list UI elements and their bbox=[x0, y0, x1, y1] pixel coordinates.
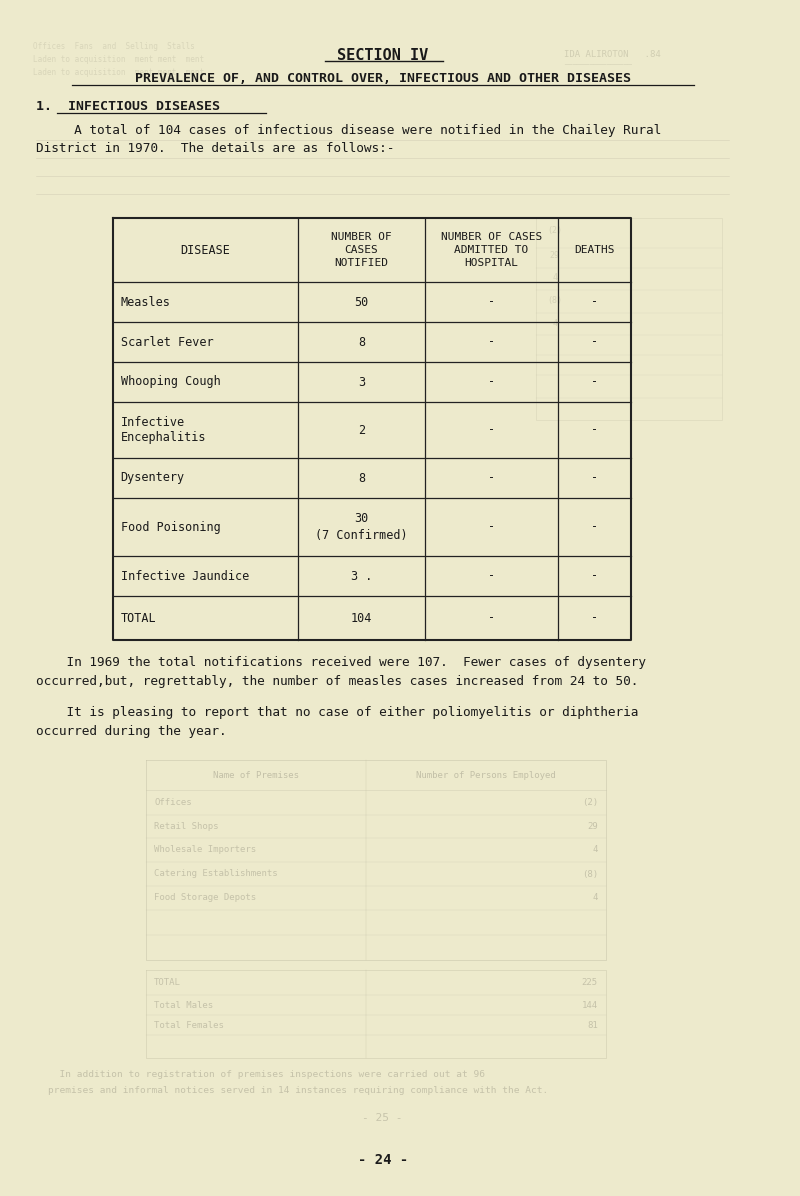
Text: -: - bbox=[488, 569, 494, 582]
Text: 29: 29 bbox=[587, 822, 598, 831]
Text: Wholesale Importers: Wholesale Importers bbox=[154, 846, 256, 854]
Text: Laden to acquisition  ment ment  ment: Laden to acquisition ment ment ment bbox=[34, 55, 205, 65]
Text: SECTION IV: SECTION IV bbox=[337, 48, 428, 63]
Text: 30
(7 Confirmed): 30 (7 Confirmed) bbox=[315, 513, 408, 542]
Text: 8: 8 bbox=[358, 336, 365, 348]
Text: Total Males: Total Males bbox=[154, 1001, 213, 1009]
Text: District in 1970.  The details are as follows:-: District in 1970. The details are as fol… bbox=[36, 142, 394, 155]
Text: -: - bbox=[488, 423, 494, 437]
Text: Offices: Offices bbox=[154, 798, 192, 807]
Text: Laden to acquisition  ment ment  ment: Laden to acquisition ment ment ment bbox=[34, 68, 205, 77]
Text: -: - bbox=[591, 423, 598, 437]
Text: 50: 50 bbox=[354, 295, 369, 309]
Text: Measles: Measles bbox=[121, 295, 170, 309]
Text: -: - bbox=[488, 336, 494, 348]
Text: 4: 4 bbox=[593, 846, 598, 854]
Text: PREVALENCE OF, AND CONTROL OVER, INFECTIOUS AND OTHER DISEASES: PREVALENCE OF, AND CONTROL OVER, INFECTI… bbox=[134, 72, 630, 85]
Text: occurred during the year.: occurred during the year. bbox=[36, 725, 227, 738]
Text: -: - bbox=[591, 336, 598, 348]
Text: It is pleasing to report that no case of either poliomyelitis or diphtheria: It is pleasing to report that no case of… bbox=[36, 706, 638, 719]
Text: -: - bbox=[488, 471, 494, 484]
Text: 3: 3 bbox=[358, 376, 365, 389]
Text: TOTAL: TOTAL bbox=[121, 611, 156, 624]
Text: -: - bbox=[488, 376, 494, 389]
Text: 1.  INFECTIOUS DISEASES: 1. INFECTIOUS DISEASES bbox=[36, 100, 220, 112]
Text: - 25 -: - 25 - bbox=[362, 1113, 403, 1123]
Text: - 24 -: - 24 - bbox=[358, 1153, 408, 1167]
Text: Total Females: Total Females bbox=[154, 1020, 224, 1030]
Text: DISEASE: DISEASE bbox=[181, 244, 230, 256]
Text: -: - bbox=[488, 295, 494, 309]
Text: 2: 2 bbox=[358, 423, 365, 437]
Text: (8): (8) bbox=[582, 869, 598, 879]
Text: NUMBER OF
CASES
NOTIFIED: NUMBER OF CASES NOTIFIED bbox=[331, 232, 392, 268]
Text: DEATHS: DEATHS bbox=[574, 245, 614, 255]
Text: -: - bbox=[591, 376, 598, 389]
Text: Infective
Encephalitis: Infective Encephalitis bbox=[121, 415, 206, 445]
Text: Retail Shops: Retail Shops bbox=[154, 822, 218, 831]
Text: In addition to registration of premises inspections were carried out at 96: In addition to registration of premises … bbox=[48, 1070, 485, 1079]
Text: Food Storage Depots: Food Storage Depots bbox=[154, 893, 256, 903]
Text: 4: 4 bbox=[552, 274, 558, 282]
Text: 81: 81 bbox=[587, 1020, 598, 1030]
Text: 4: 4 bbox=[593, 893, 598, 903]
Text: Number of Persons Employed: Number of Persons Employed bbox=[416, 770, 556, 780]
Text: Name of Premises: Name of Premises bbox=[214, 770, 299, 780]
Text: 3 .: 3 . bbox=[351, 569, 372, 582]
Text: premises and informal notices served in 14 instances requiring compliance with t: premises and informal notices served in … bbox=[48, 1086, 548, 1096]
Text: NUMBER OF CASES
ADMITTED TO
HOSPITAL: NUMBER OF CASES ADMITTED TO HOSPITAL bbox=[441, 232, 542, 268]
Text: 8: 8 bbox=[358, 471, 365, 484]
Text: -: - bbox=[591, 520, 598, 533]
Text: A total of 104 cases of infectious disease were notified in the Chailey Rural: A total of 104 cases of infectious disea… bbox=[36, 124, 662, 138]
Text: 29: 29 bbox=[550, 250, 560, 260]
Text: In 1969 the total notifications received were 107.  Fewer cases of dysentery: In 1969 the total notifications received… bbox=[36, 655, 646, 669]
Text: Catering Establishments: Catering Establishments bbox=[154, 869, 278, 879]
Text: Dysentery: Dysentery bbox=[121, 471, 185, 484]
Text: IDA ALIROTON   .84: IDA ALIROTON .84 bbox=[565, 50, 661, 59]
Text: Food Poisoning: Food Poisoning bbox=[121, 520, 220, 533]
Text: Infective Jaundice: Infective Jaundice bbox=[121, 569, 249, 582]
Text: Offices  Fans  and  Selling  Stalls: Offices Fans and Selling Stalls bbox=[34, 42, 195, 51]
Text: 144: 144 bbox=[582, 1001, 598, 1009]
Text: -: - bbox=[591, 471, 598, 484]
Text: Whooping Cough: Whooping Cough bbox=[121, 376, 220, 389]
Text: (8): (8) bbox=[547, 295, 562, 305]
Text: 104: 104 bbox=[351, 611, 372, 624]
Text: Scarlet Fever: Scarlet Fever bbox=[121, 336, 213, 348]
Text: (2): (2) bbox=[547, 226, 562, 234]
Text: -: - bbox=[591, 295, 598, 309]
Text: -: - bbox=[488, 611, 494, 624]
Text: TOTAL: TOTAL bbox=[154, 978, 181, 987]
Text: ────────────────: ──────────────── bbox=[565, 62, 633, 68]
Text: -: - bbox=[488, 520, 494, 533]
Text: -: - bbox=[591, 611, 598, 624]
Text: (2): (2) bbox=[582, 798, 598, 807]
Text: 225: 225 bbox=[582, 978, 598, 987]
Text: -: - bbox=[591, 569, 598, 582]
Text: 4: 4 bbox=[552, 318, 558, 328]
Text: occurred,but, regrettably, the number of measles cases increased from 24 to 50.: occurred,but, regrettably, the number of… bbox=[36, 675, 638, 688]
